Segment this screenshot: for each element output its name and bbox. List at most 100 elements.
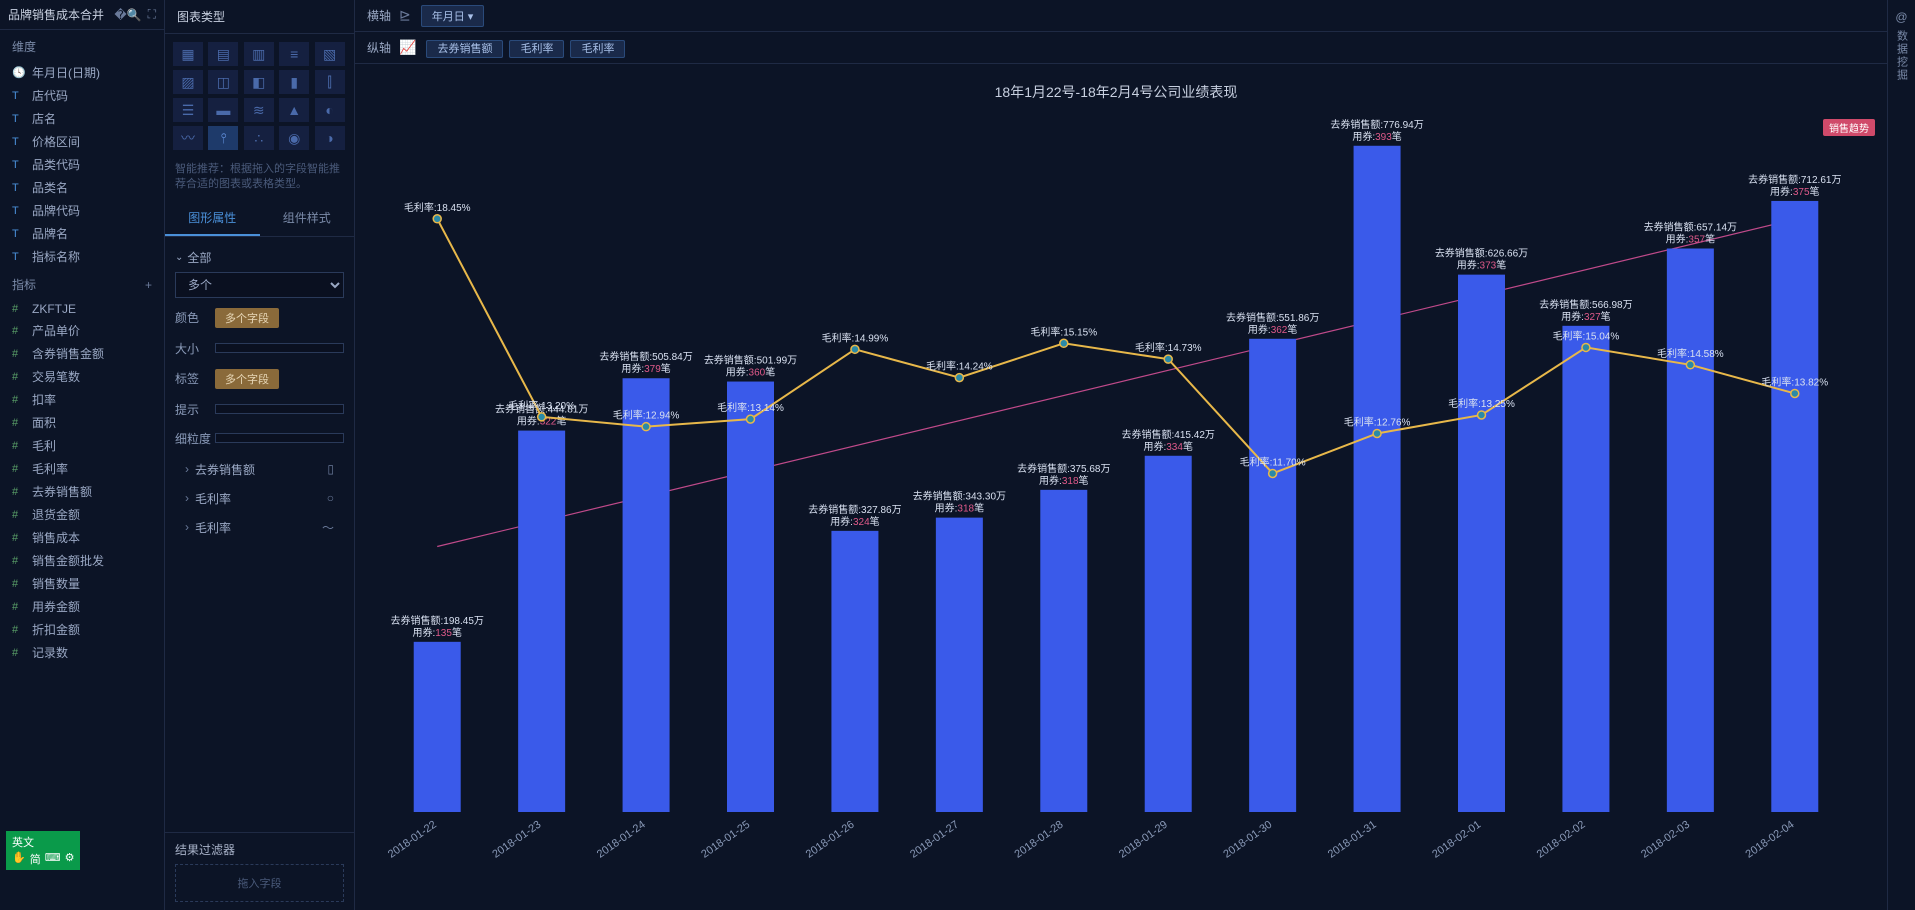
measure-field[interactable]: #毛利率 (4, 457, 160, 480)
measure-field[interactable]: #ZKFTJE (4, 299, 160, 319)
bar[interactable] (1145, 456, 1192, 812)
filter-dropzone[interactable]: 拖入字段 (175, 864, 344, 902)
bar[interactable] (1249, 339, 1296, 812)
y-pill[interactable]: 毛利率 (570, 40, 625, 58)
measure-field[interactable]: #用券金额 (4, 595, 160, 618)
data-mining-icon[interactable]: @ (1895, 10, 1907, 24)
chart-type-option[interactable]: ◧ (244, 70, 274, 94)
search-icon[interactable]: �🔍 (114, 8, 141, 22)
line-marker[interactable] (1686, 361, 1694, 369)
chart-type-option[interactable]: ◐ (315, 98, 345, 122)
chart-type-option[interactable]: ▤ (208, 42, 238, 66)
tab-style[interactable]: 组件样式 (260, 201, 355, 236)
chart-type-option[interactable]: ▬ (208, 98, 238, 122)
measure-field[interactable]: #记录数 (4, 641, 160, 664)
measure-field[interactable]: #销售成本 (4, 526, 160, 549)
chart-type-option[interactable]: ☰ (173, 98, 203, 122)
line-marker[interactable] (1060, 339, 1068, 347)
ime-indicator[interactable]: 英文 ✋简⌨⚙ (6, 831, 80, 870)
chart-type-option[interactable]: ⫿ (315, 70, 345, 94)
measure-field[interactable]: #产品单价 (4, 319, 160, 342)
bar[interactable] (831, 531, 878, 812)
dimension-field[interactable]: 🕓年月日(日期) (4, 61, 160, 84)
measure-shape-row[interactable]: 毛利率〜 (175, 513, 344, 542)
chart-type-option[interactable]: ▮ (279, 70, 309, 94)
color-chip[interactable]: 多个字段 (215, 308, 279, 328)
chart-type-option[interactable]: ⫯ (208, 126, 238, 150)
dimension-field[interactable]: T品牌名 (4, 222, 160, 245)
add-measure-icon[interactable]: + (145, 278, 152, 292)
dimension-field[interactable]: T价格区间 (4, 130, 160, 153)
bar[interactable] (518, 431, 565, 812)
chart-type-option[interactable]: ◉ (279, 126, 309, 150)
line-marker[interactable] (642, 423, 650, 431)
y-pill[interactable]: 去券销售额 (426, 40, 503, 58)
measure-shape-row[interactable]: 毛利率○ (175, 484, 344, 513)
chart-type-option[interactable]: ◑ (315, 126, 345, 150)
chart-type-option[interactable]: ▦ (173, 42, 203, 66)
dimension-field[interactable]: T品牌代码 (4, 199, 160, 222)
line-marker[interactable] (851, 345, 859, 353)
bar[interactable] (936, 518, 983, 812)
measure-field[interactable]: #销售数量 (4, 572, 160, 595)
tooltip-input[interactable] (215, 404, 344, 414)
measure-field[interactable]: #折扣金额 (4, 618, 160, 641)
line-marker[interactable] (747, 415, 755, 423)
line-marker[interactable] (1478, 411, 1486, 419)
tab-graphic[interactable]: 图形属性 (165, 201, 260, 236)
label-chip[interactable]: 多个字段 (215, 369, 279, 389)
y-axis-label: 纵轴 (367, 39, 391, 56)
measure-field[interactable]: #毛利 (4, 434, 160, 457)
y-pill[interactable]: 毛利率 (509, 40, 564, 58)
chart-type-option[interactable]: 〰 (173, 126, 203, 150)
legend-badge[interactable]: 销售趋势 (1823, 119, 1875, 136)
line-marker[interactable] (538, 413, 546, 421)
line-marker[interactable] (1791, 389, 1799, 397)
line-marker[interactable] (1582, 343, 1590, 351)
measure-field[interactable]: #退货金额 (4, 503, 160, 526)
dimension-field[interactable]: T店代码 (4, 84, 160, 107)
x-pill[interactable]: 年月日 ▾ (421, 5, 485, 27)
chart-type-option[interactable]: ∴ (244, 126, 274, 150)
measure-field[interactable]: #销售金额批发 (4, 549, 160, 572)
bar[interactable] (1040, 490, 1087, 812)
line-marker[interactable] (955, 374, 963, 382)
expand-all[interactable]: 全部 (175, 243, 344, 272)
chart-type-option[interactable]: ◫ (208, 70, 238, 94)
bar[interactable] (1458, 275, 1505, 812)
measure-field[interactable]: #含券销售金额 (4, 342, 160, 365)
chart-type-option[interactable]: ▥ (244, 42, 274, 66)
size-input[interactable] (215, 343, 344, 353)
bar[interactable] (1562, 326, 1609, 812)
chart-type-option[interactable]: ▲ (279, 98, 309, 122)
dimension-field[interactable]: T品类代码 (4, 153, 160, 176)
bar[interactable] (727, 382, 774, 812)
chart-type-option[interactable]: ≡ (279, 42, 309, 66)
x-axis-icon[interactable]: ⊵ (399, 7, 411, 24)
y-axis-icon[interactable]: 📈 (399, 39, 416, 56)
bar[interactable] (414, 642, 461, 812)
measure-shape-row[interactable]: 去券销售额▯ (175, 455, 344, 484)
measure-field[interactable]: #面积 (4, 411, 160, 434)
bar[interactable] (1771, 201, 1818, 812)
dimension-field[interactable]: T品类名 (4, 176, 160, 199)
line-marker[interactable] (1373, 429, 1381, 437)
line-marker[interactable] (433, 215, 441, 223)
measure-field[interactable]: #交易笔数 (4, 365, 160, 388)
bar[interactable] (1667, 249, 1714, 812)
bar[interactable] (1354, 146, 1401, 812)
shape-select[interactable]: 多个 (175, 272, 344, 298)
dimension-field[interactable]: T指标名称 (4, 245, 160, 268)
measure-field[interactable]: #扣率 (4, 388, 160, 411)
line-marker[interactable] (1269, 469, 1277, 477)
granularity-input[interactable] (215, 433, 344, 443)
chart-type-option[interactable]: ▧ (315, 42, 345, 66)
chart-type-option[interactable]: ▨ (173, 70, 203, 94)
chart-type-option[interactable]: ≋ (244, 98, 274, 122)
dimension-field[interactable]: T店名 (4, 107, 160, 130)
data-mining-label[interactable]: 数据挖掘 (1894, 30, 1910, 82)
dataset-settings-icon[interactable]: ⛶ (148, 7, 156, 22)
measure-field[interactable]: #去券销售额 (4, 480, 160, 503)
line-marker[interactable] (1164, 355, 1172, 363)
bar[interactable] (623, 378, 670, 812)
